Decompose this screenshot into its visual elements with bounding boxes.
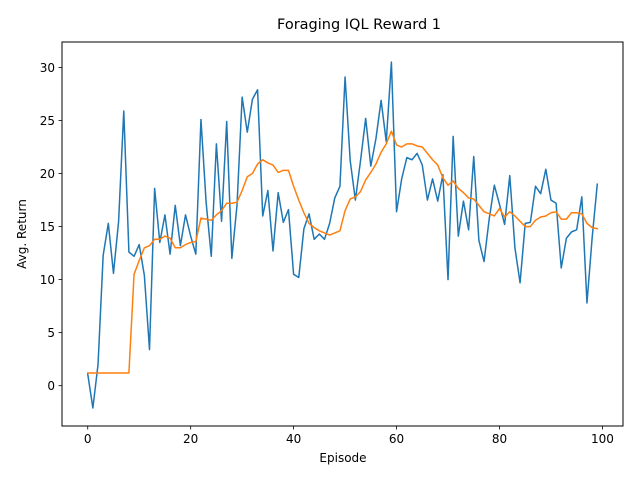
chart-title: Foraging IQL Reward 1 [277,17,441,33]
x-tick-label: 60 [389,432,404,446]
y-tick-label: 20 [40,167,55,181]
y-tick-label: 30 [40,61,55,75]
x-axis-label: Episode [319,451,366,465]
plot-frame [61,41,624,427]
y-tick-label: 0 [47,379,55,393]
x-tick-label: 100 [591,432,614,446]
y-axis-label: Avg. Return [15,199,29,269]
y-tick-label: 25 [40,114,55,128]
x-tick-label: 0 [84,432,92,446]
x-tick-label: 80 [492,432,507,446]
x-tick-label: 40 [286,432,301,446]
y-tick-label: 15 [40,220,55,234]
y-tick-label: 5 [47,326,55,340]
series-line-2 [86,130,599,374]
y-axis: 0 5 10 15 20 25 30 [40,61,62,393]
plot-area [61,41,624,427]
x-axis: 0 20 40 60 80 100 [84,426,614,446]
series-line-1 [86,61,599,409]
x-tick-label: 20 [183,432,198,446]
series-layer [86,61,599,409]
y-tick-label: 10 [40,273,55,287]
